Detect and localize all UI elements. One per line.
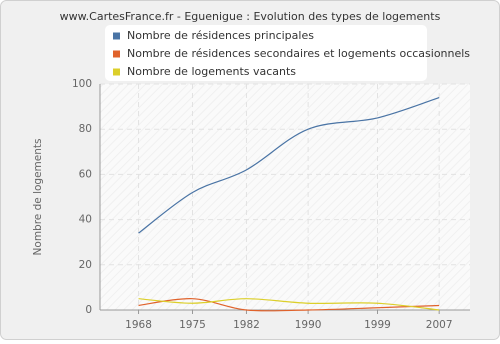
x-tick-label: 1999 [364,319,391,331]
x-tick-label: 1982 [233,319,260,331]
legend-swatch [113,32,120,40]
plot-area [100,84,470,310]
x-tick-label: 1975 [179,319,206,331]
series-line [138,298,440,312]
legend-swatch [113,68,120,76]
y-tick-label: 80 [79,123,92,135]
x-tick-label: 1990 [295,319,322,331]
series-line [138,298,440,311]
legend [105,25,427,81]
y-tick-label: 0 [85,304,92,316]
y-tick-label: 20 [79,259,92,271]
y-tick-label: 60 [79,168,92,180]
y-tick-label: 40 [79,214,92,226]
y-axis-label: Nombre de logements [32,139,44,256]
x-tick-label: 1968 [125,319,152,331]
legend-swatch [113,50,120,58]
legend-label: Nombre de résidences principales [127,29,314,42]
chart-title: www.CartesFrance.fr - Eguenigue : Evolut… [60,10,441,23]
y-tick-label: 100 [72,78,92,90]
legend-label: Nombre de résidences secondaires et loge… [127,47,470,60]
series-line [138,96,440,234]
x-tick-label: 2007 [426,319,453,331]
legend-label: Nombre de logements vacants [127,65,296,78]
